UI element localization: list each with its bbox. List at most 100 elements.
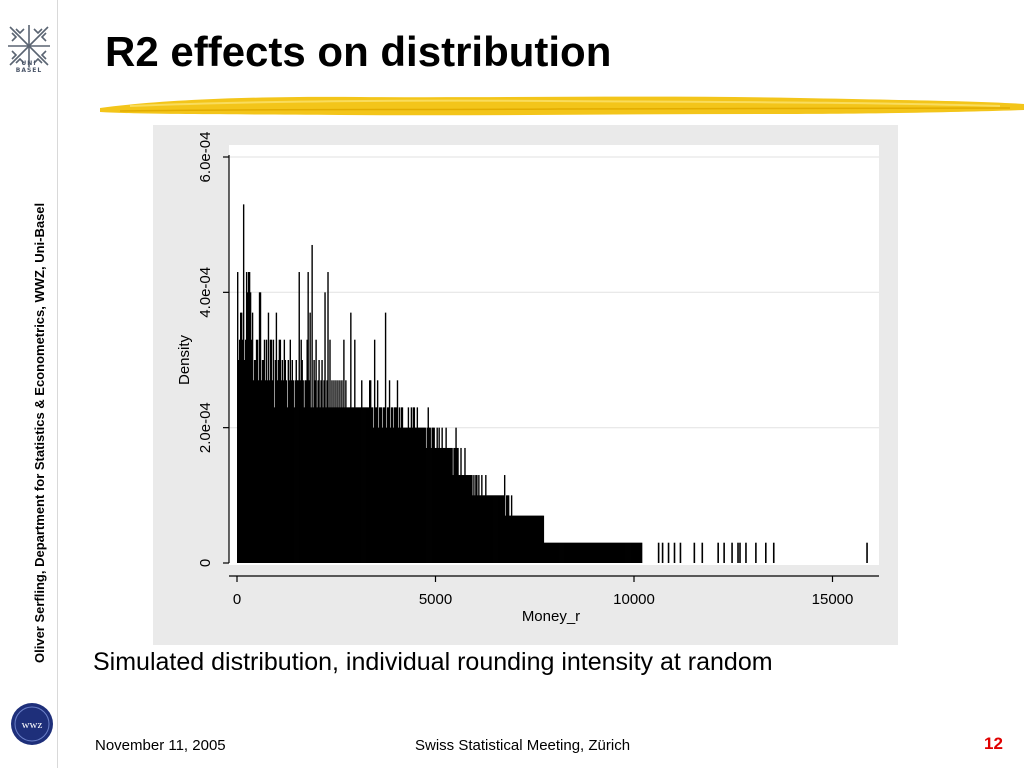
histogram-bar xyxy=(309,312,311,563)
histogram-bar xyxy=(337,380,339,563)
histogram-bar xyxy=(425,447,427,563)
histogram-bar xyxy=(445,427,447,563)
histogram-bar xyxy=(239,312,242,563)
histogram-bar xyxy=(346,407,348,563)
histogram-bar xyxy=(410,407,413,563)
histogram-bar xyxy=(251,312,254,563)
histogram-bar xyxy=(278,339,281,563)
histogram-bar xyxy=(554,542,556,563)
histogram-bar xyxy=(377,427,380,563)
histogram-bar xyxy=(277,360,280,563)
histogram-bar xyxy=(488,495,490,563)
histogram-bar xyxy=(316,407,318,563)
histogram-bar xyxy=(469,475,471,563)
histogram-bar xyxy=(533,515,536,563)
histogram-bar xyxy=(562,542,564,563)
histogram-bar xyxy=(279,339,282,563)
histogram-bar xyxy=(428,427,430,563)
histogram-bar xyxy=(479,495,481,563)
histogram-bar xyxy=(390,407,393,563)
wwz-logo-icon: wwz xyxy=(11,703,53,745)
y-tick-label: 0 xyxy=(197,559,214,567)
histogram-bar xyxy=(591,542,593,563)
histogram-outlier-bar xyxy=(679,542,682,563)
histogram-bar xyxy=(630,542,632,563)
histogram-bar xyxy=(318,360,320,563)
histogram-bar xyxy=(415,427,418,563)
histogram-bar xyxy=(634,542,636,563)
histogram-bar xyxy=(572,542,574,563)
histogram-bar xyxy=(604,542,606,563)
histogram-bar xyxy=(510,495,513,563)
histogram-bar xyxy=(571,542,573,563)
histogram-bar xyxy=(298,272,300,563)
histogram-bar xyxy=(448,447,450,563)
histogram-bar xyxy=(286,407,289,563)
histogram-bar xyxy=(514,515,517,563)
x-axis-label: Money_r xyxy=(522,608,580,625)
histogram-bar xyxy=(354,339,356,563)
histogram-bar xyxy=(392,427,395,563)
histogram-bar xyxy=(602,542,604,563)
histogram-bar xyxy=(379,407,382,563)
histogram-bar xyxy=(561,542,563,563)
histogram-bar xyxy=(304,380,306,563)
histogram-bar xyxy=(530,515,533,563)
histogram-bar xyxy=(237,360,240,563)
histogram-bar xyxy=(262,360,265,563)
histogram-bar xyxy=(436,427,438,563)
histogram-bar xyxy=(421,427,423,563)
histogram-bar xyxy=(631,542,633,563)
histogram-bar xyxy=(308,380,310,563)
histogram-bar xyxy=(577,542,579,563)
histogram-bar xyxy=(342,407,344,563)
histogram-bar xyxy=(522,515,525,563)
histogram-bar xyxy=(307,272,309,563)
histogram-bar xyxy=(468,475,470,563)
histogram-bar xyxy=(319,407,321,563)
histogram-bar xyxy=(509,515,512,563)
histogram-bar xyxy=(237,272,239,563)
histogram-outlier-bar xyxy=(745,542,747,563)
histogram-bar xyxy=(371,407,374,563)
histogram-bar xyxy=(527,515,530,563)
page-number: 12 xyxy=(984,734,1003,753)
histogram-bar xyxy=(613,542,615,563)
histogram-bar xyxy=(407,407,410,563)
histogram-bar xyxy=(599,542,601,563)
histogram-bar xyxy=(361,380,363,563)
histogram-bar xyxy=(551,542,554,563)
histogram-bar xyxy=(292,380,294,563)
histogram-bar xyxy=(273,407,276,563)
histogram-bar xyxy=(363,407,365,563)
y-axis-label: Density xyxy=(176,334,193,385)
histogram-outlier-bar xyxy=(657,542,660,563)
histogram-bar xyxy=(608,542,610,563)
histogram-bar xyxy=(297,380,299,563)
footer-event: Swiss Statistical Meeting, Zürich xyxy=(415,737,631,754)
histogram-bar xyxy=(465,475,467,563)
histogram-bar xyxy=(617,542,619,563)
histogram-bar xyxy=(256,339,259,563)
histogram-bar xyxy=(491,495,493,563)
histogram-bar xyxy=(506,495,509,563)
histogram-bar xyxy=(438,427,440,563)
histogram-bar xyxy=(507,495,510,563)
histogram-bar xyxy=(601,542,603,563)
histogram-bar xyxy=(481,475,483,563)
histogram-bar xyxy=(495,495,497,563)
histogram-bar xyxy=(306,339,308,563)
histogram-bar xyxy=(291,360,293,563)
histogram-bar xyxy=(429,427,431,563)
histogram-bar xyxy=(405,427,408,563)
histogram-bar xyxy=(553,542,555,563)
histogram-bar xyxy=(487,495,489,563)
histogram-outlier-bar xyxy=(673,542,676,563)
histogram-bar xyxy=(384,312,387,563)
histogram-bar xyxy=(600,542,602,563)
x-tick-label: 5000 xyxy=(419,591,452,608)
histogram-bar xyxy=(493,495,495,563)
histogram-bar xyxy=(518,515,521,563)
histogram-bar xyxy=(624,542,626,563)
histogram-bar xyxy=(254,360,257,563)
